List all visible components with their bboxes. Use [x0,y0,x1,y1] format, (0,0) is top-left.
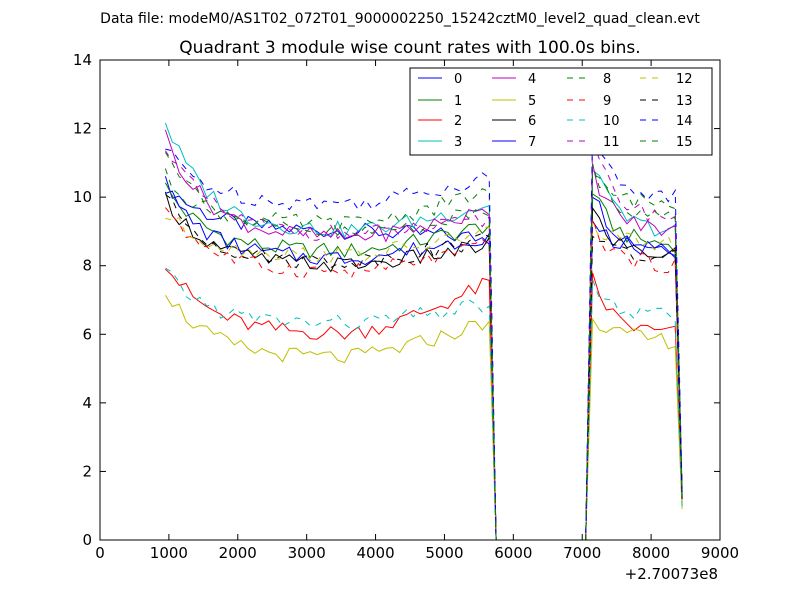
series-line-2 [165,268,683,540]
legend-label-4: 4 [528,72,536,87]
y-tick-label: 8 [82,257,92,275]
series-line-10 [165,267,683,540]
series-line-14 [165,128,683,540]
axis-ticks: 0 1000 2000 3000 4000 5000 6000 7000 8000 9000 0 2 4… [73,51,739,562]
y-tick-label: 2 [82,462,92,480]
legend-frame [409,67,713,156]
series-line-5 [164,295,683,540]
plot-frame [99,59,721,541]
legend-label-13: 13 [676,94,693,109]
y-tick-label: 12 [73,120,92,138]
y-tick-label: 0 [82,531,92,549]
legend-label-3: 3 [454,135,462,150]
x-offset-label: +2.70073e8 [625,565,718,583]
y-tick-label: 4 [82,394,92,412]
series-line-9 [165,207,683,540]
series-line-0 [164,176,683,540]
x-tick-label: 6000 [494,544,532,562]
x-tick-label: 1000 [150,544,188,562]
x-tick-label: 2000 [219,544,257,562]
series-layer [164,122,683,540]
legend-label-9: 9 [603,94,611,109]
legend-label-10: 10 [603,114,620,129]
legend-label-7: 7 [528,135,536,150]
legend-label-2: 2 [454,114,462,129]
x-tick-label: 8000 [632,544,670,562]
legend-label-11: 11 [603,135,620,150]
legend-label-0: 0 [454,72,462,87]
legend-label-1: 1 [454,94,462,109]
y-tick-label: 14 [73,51,92,69]
x-tick-label: 0 [95,544,105,562]
legend-label-15: 15 [676,135,693,150]
x-tick-label: 4000 [356,544,394,562]
y-tick-label: 10 [73,188,92,206]
series-line-15 [164,152,683,540]
series-line-7 [165,190,683,540]
legend-label-12: 12 [676,72,693,87]
series-line-4 [164,129,683,540]
data-file-supertitle: Data file: modeM0/AS1T02_072T01_90000022… [100,11,700,27]
series-line-1 [164,182,683,540]
chart-title: Quadrant 3 module wise count rates with … [179,38,640,58]
series-line-3 [164,122,683,540]
legend-label-6: 6 [528,114,536,129]
series-line-12 [165,217,683,540]
y-tick-label: 6 [82,325,92,343]
legend-label-5: 5 [528,94,536,109]
series-line-11 [164,140,683,540]
x-tick-label: 5000 [425,544,463,562]
series-line-6 [164,191,683,540]
x-tick-label: 7000 [563,544,601,562]
legend-label-8: 8 [603,72,611,87]
x-tick-label: 9000 [701,544,739,562]
x-tick-label: 3000 [288,544,326,562]
legend-label-14: 14 [676,114,693,129]
